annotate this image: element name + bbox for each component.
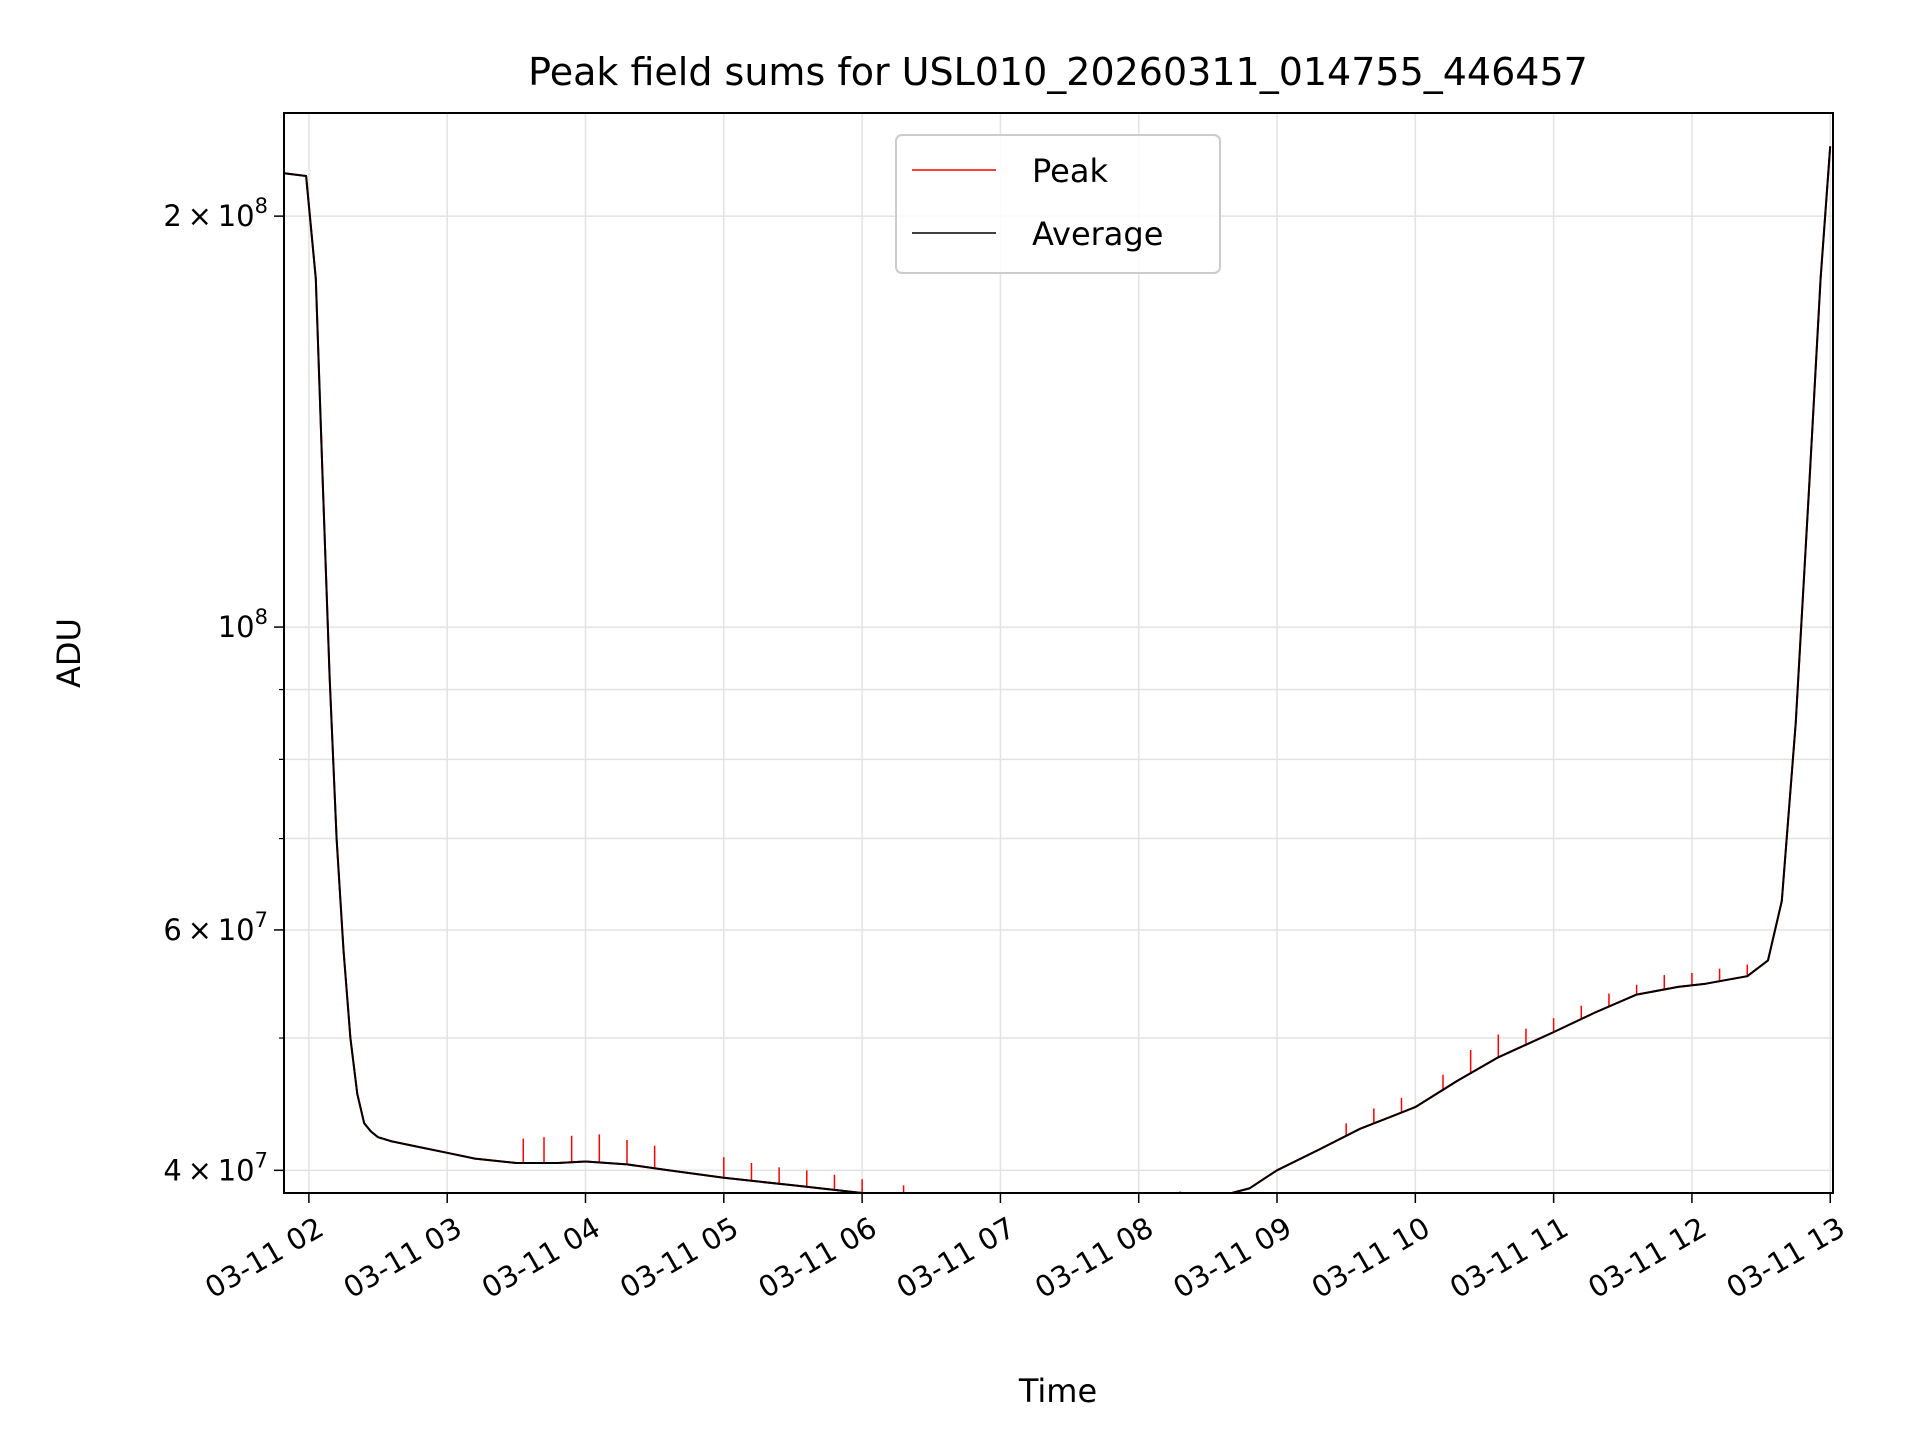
y-tick-mantissa: 4 xyxy=(163,1153,181,1187)
series-layer xyxy=(284,146,1832,1193)
grid-lines xyxy=(284,113,1833,1193)
plot-frame xyxy=(283,112,1834,1194)
y-tick-label: 4 × 107 xyxy=(163,1148,268,1187)
y-tick-mantissa: 6 xyxy=(163,913,181,947)
y-tick-exponent: 8 xyxy=(255,605,268,629)
legend: Peak Average xyxy=(895,134,1221,274)
y-tick-exponent: 7 xyxy=(255,1148,268,1172)
y-tick-label: 2 × 108 xyxy=(163,194,268,233)
series-line-average xyxy=(284,146,1832,1193)
x-axis-label: Time xyxy=(1018,1372,1097,1410)
y-tick-mantissa: 2 xyxy=(163,199,181,233)
y-axis-label: ADU xyxy=(50,618,88,688)
y-tick-exponent: 7 xyxy=(255,908,268,932)
legend-peak-label: Peak xyxy=(1032,152,1108,190)
y-tick-label: 6 × 107 xyxy=(163,908,268,947)
legend-average-label: Average xyxy=(1032,215,1163,253)
y-axis: 4 × 107 6 × 107 108 2 × 108 xyxy=(163,194,284,1187)
y-tick-exponent: 8 xyxy=(255,194,268,218)
y-tick-label: 108 xyxy=(218,605,268,644)
chart-title: Peak field sums for USL010_20260311_0147… xyxy=(528,50,1588,94)
